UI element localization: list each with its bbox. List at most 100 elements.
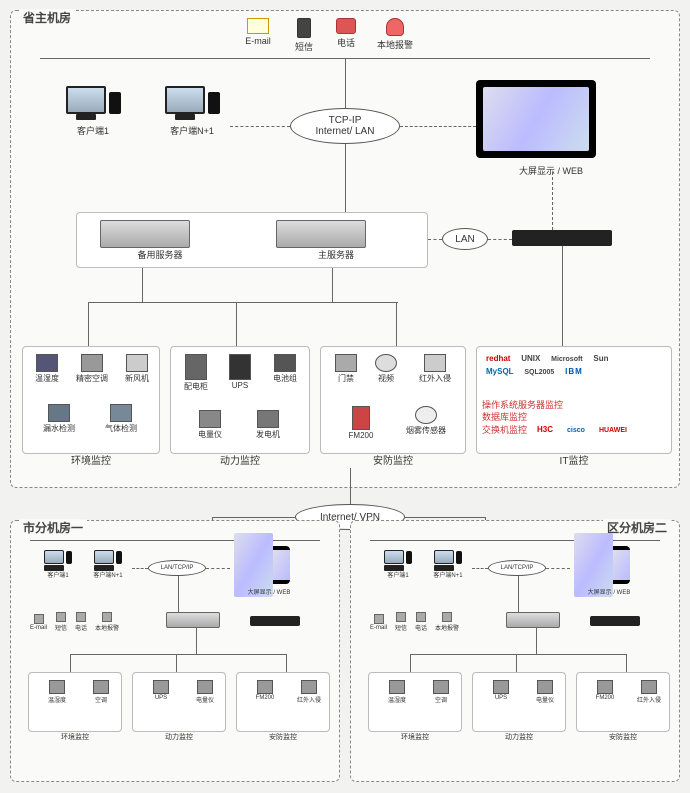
- logo-sql2005: SQL2005: [524, 369, 554, 376]
- logo-unix: UNIX: [521, 354, 540, 363]
- dev-gas: 气体检测: [96, 404, 146, 434]
- branch-client1-b1: 客户端1: [36, 550, 80, 579]
- branch-alert-1-b2: 短信: [395, 612, 407, 632]
- branch-alert-3-b1: 本地报警: [95, 612, 119, 632]
- phone-icon: [297, 18, 311, 38]
- conn-oval-down: [345, 144, 346, 212]
- tower-icon: [109, 92, 121, 114]
- dev-ac: 精密空调: [70, 354, 114, 384]
- fan-icon: [126, 354, 148, 372]
- backup-server: 备用服务器: [100, 220, 220, 261]
- battery-icon: [274, 354, 296, 372]
- oval-lan-label: LAN: [455, 234, 474, 245]
- section-title-branch2: 区分机房二: [603, 519, 671, 536]
- logo-h3c: H3C: [537, 425, 553, 435]
- conn-vpn-left: [212, 517, 295, 518]
- alert-email: E-mail: [238, 18, 278, 46]
- logo-redhat: redhat: [486, 354, 510, 363]
- it-logos: redhat UNIX Microsoft Sun MySQL SQL2005 …: [482, 352, 666, 378]
- dev-smoke: 烟雾传感器: [396, 406, 456, 436]
- oval-tcpip-label: TCP-IP Internet/ LAN: [316, 115, 375, 137]
- branch-client1-b2: 客户端1: [376, 550, 420, 579]
- conn-clients-oval: [230, 126, 290, 127]
- monitor-icon: [384, 550, 404, 564]
- monitor-icon: [434, 550, 454, 564]
- branch-alert-3-b2: 本地报警: [435, 612, 459, 632]
- branch-dev-0-0-b2: 温湿度: [378, 680, 416, 704]
- gas-icon: [110, 404, 132, 422]
- big-screen-icon: [234, 546, 290, 584]
- client-1: 客户端1: [58, 86, 128, 137]
- branch-server-b1: [166, 612, 246, 628]
- tower-icon: [116, 551, 122, 564]
- dev-temp: 温湿度: [28, 354, 66, 384]
- branch-switch-b1: [250, 616, 310, 626]
- branch-dev-0-0-b1: 温湿度: [38, 680, 76, 704]
- monitor-icon: [66, 86, 106, 114]
- branch-dev-1-1-b1: 电量仪: [186, 680, 224, 704]
- conn-top-to-vpn: [350, 468, 351, 504]
- branch-bus-b1: [30, 540, 320, 541]
- branch-dev-2-1-b2: 红外入侵: [630, 680, 668, 704]
- server-icon: [100, 220, 190, 248]
- alert-phone: 电话: [328, 18, 364, 49]
- dev-fresh: 新风机: [118, 354, 156, 384]
- branch-client2-b2: 客户端N+1: [424, 550, 472, 579]
- logo-sun: Sun: [593, 354, 608, 363]
- meter-icon: [199, 410, 221, 428]
- alert-local: 本地报警: [370, 18, 420, 51]
- client-n1: 客户端N+1: [152, 86, 232, 137]
- branch-dev-1-1-b2: 电量仪: [526, 680, 564, 704]
- monitor-icon: [44, 550, 64, 564]
- conn-main-down: [332, 268, 333, 302]
- switch-icon: [250, 616, 300, 626]
- switch: [512, 230, 632, 246]
- branch-client2-b1: 客户端N+1: [84, 550, 132, 579]
- sensor-icon: [36, 354, 58, 372]
- tower-icon: [456, 551, 462, 564]
- branch-server-b2: [506, 612, 586, 628]
- ir-icon: [424, 354, 446, 372]
- branch-dev-1-0-b2: UPS: [482, 680, 520, 701]
- branch-dev-0-1-b1: 空调: [82, 680, 120, 704]
- conn-g1: [88, 302, 89, 346]
- branch-dev-0-1-b2: 空调: [422, 680, 460, 704]
- section-title-branch1: 市分机房一: [19, 519, 87, 536]
- dev-pdu: 配电柜: [176, 354, 216, 392]
- fire-icon: [352, 406, 370, 430]
- ac-icon: [81, 354, 103, 372]
- pdu-icon: [185, 354, 207, 380]
- tower-icon: [406, 551, 412, 564]
- alarm-icon: [386, 18, 404, 36]
- tower-icon: [208, 92, 220, 114]
- dev-ir: 红外入侵: [408, 354, 462, 384]
- ups-icon: [229, 354, 251, 380]
- conn-srv-lan: [428, 239, 442, 240]
- branch-bus-b2: [370, 540, 660, 541]
- conn-groups-bus: [88, 302, 398, 303]
- big-screen-icon: [574, 546, 630, 584]
- branch-alert-2-b1: 电话: [75, 612, 87, 632]
- tower-icon: [66, 551, 72, 564]
- logo-mysql: MySQL: [486, 367, 514, 376]
- switch-icon: [590, 616, 640, 626]
- branch-alert-0-b1: E-mail: [30, 614, 47, 631]
- branch-alert-1-b1: 短信: [55, 612, 67, 632]
- big-screen: 大屏显示 / WEB: [476, 80, 626, 177]
- email-icon: [247, 18, 269, 34]
- branch-alerts-b1: E-mail 短信电话本地报警: [30, 612, 119, 632]
- leak-icon: [48, 404, 70, 422]
- dev-leak: 漏水检测: [34, 404, 84, 434]
- dev-video: 视频: [368, 354, 404, 384]
- branch-alerts-b2: E-mail 短信电话本地报警: [370, 612, 459, 632]
- conn-backup-down: [142, 268, 143, 302]
- oval-tcpip: TCP-IP Internet/ LAN: [290, 108, 400, 144]
- conn-oval-screen: [400, 126, 476, 127]
- branch-alert-0-b2: E-mail: [370, 614, 387, 631]
- monitor-icon: [165, 86, 205, 114]
- branch-alert-2-b2: 电话: [415, 612, 427, 632]
- dev-meter: 电量仪: [188, 410, 232, 440]
- branch-lan-b2: LAN/TCP/IP: [488, 560, 546, 576]
- monitor-icon: [94, 550, 114, 564]
- branch-dev-1-0-b1: UPS: [142, 680, 180, 701]
